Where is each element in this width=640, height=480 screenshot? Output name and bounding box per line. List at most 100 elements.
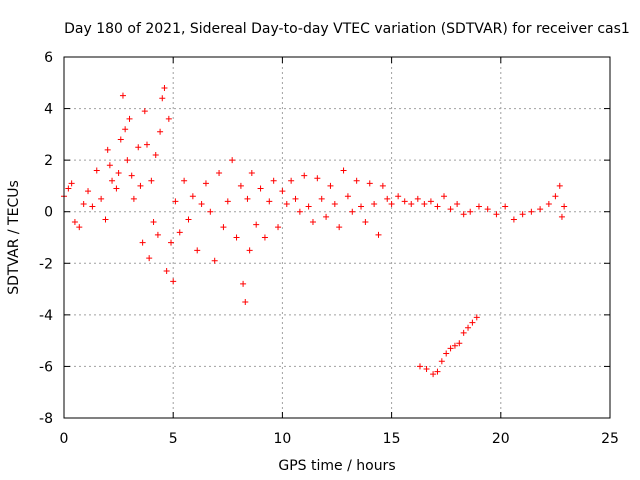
y-tick-label: -8 [39,411,53,427]
data-point [163,268,170,275]
x-tick-label: 0 [60,431,69,447]
axis-ticks [63,56,611,419]
y-axis-label: SDTVAR / TECUs [6,180,22,295]
data-point [456,340,463,347]
data-point [93,167,100,174]
data-point [170,278,177,285]
data-point [558,213,565,220]
y-tick-label: 4 [44,102,53,118]
data-point [510,216,517,223]
data-point [122,126,129,133]
data-point [181,177,188,184]
data-point [270,177,277,184]
data-point [119,92,126,99]
data-point [266,198,273,205]
tick-labels: 0 5 10 15 20 25 -8 -6 -4 -2 0 2 4 6 [39,50,619,447]
data-point [165,115,172,122]
data-point [314,175,321,182]
data-point [102,216,109,223]
data-point [124,157,131,164]
y-tick-label: -4 [39,308,53,324]
data-point [76,224,83,231]
data-point [207,208,214,215]
data-point [493,211,500,218]
data-point [475,203,482,210]
y-tick-label: -2 [39,256,53,272]
data-point [366,180,373,187]
data-point [484,206,491,213]
data-point [275,224,282,231]
data-point [128,172,135,179]
data-point [198,200,205,207]
data-point [301,172,308,179]
data-point [130,195,137,202]
data-point [528,208,535,215]
y-tick-label: 6 [44,50,53,66]
data-point [430,371,437,378]
data-point [253,221,260,228]
data-point [220,224,227,231]
data-point [305,203,312,210]
data-point [244,195,251,202]
data-point [460,211,467,218]
data-point [141,108,148,115]
data-point [469,319,476,326]
data-point [556,182,563,189]
data-point [135,144,142,151]
data-point [113,185,120,192]
data-point [85,188,92,195]
y-tick-label: -6 [39,359,53,375]
data-point [106,162,113,169]
data-point [309,219,316,226]
y-tick-label: 2 [44,153,53,169]
data-point [246,247,253,254]
data-point [115,170,122,177]
data-point [71,219,78,226]
data-point [447,345,454,352]
data-point [117,136,124,143]
y-tick-label: 0 [44,205,53,221]
data-point [237,182,244,189]
data-point [447,206,454,213]
data-point [148,177,155,184]
data-point [421,200,428,207]
data-point [340,167,347,174]
data-point [358,203,365,210]
data-point [185,216,192,223]
data-point [552,193,559,200]
data-point [292,195,299,202]
data-point [283,200,290,207]
data-point [98,195,105,202]
data-point [375,231,382,238]
data-point [159,95,166,102]
data-point [152,151,159,158]
data-point [240,280,247,287]
data-point [473,314,480,321]
data-point [126,115,133,122]
data-point [443,350,450,357]
data-point [434,203,441,210]
data-point [353,177,360,184]
data-point [150,219,157,226]
data-point [467,208,474,215]
data-point [68,180,75,187]
data-point [172,198,179,205]
data-point [65,185,72,192]
data-point [371,200,378,207]
x-tick-label: 10 [273,431,291,447]
data-point [323,213,330,220]
data-point [349,208,356,215]
plot-frame [63,56,611,419]
data-point [441,193,448,200]
x-tick-label: 20 [492,431,510,447]
data-point [519,211,526,218]
data-point [416,363,423,370]
data-point [176,229,183,236]
x-tick-label: 15 [383,431,401,447]
data-point [154,231,161,238]
data-point [414,195,421,202]
data-point [434,368,441,375]
data-point [336,224,343,231]
data-point [296,208,303,215]
